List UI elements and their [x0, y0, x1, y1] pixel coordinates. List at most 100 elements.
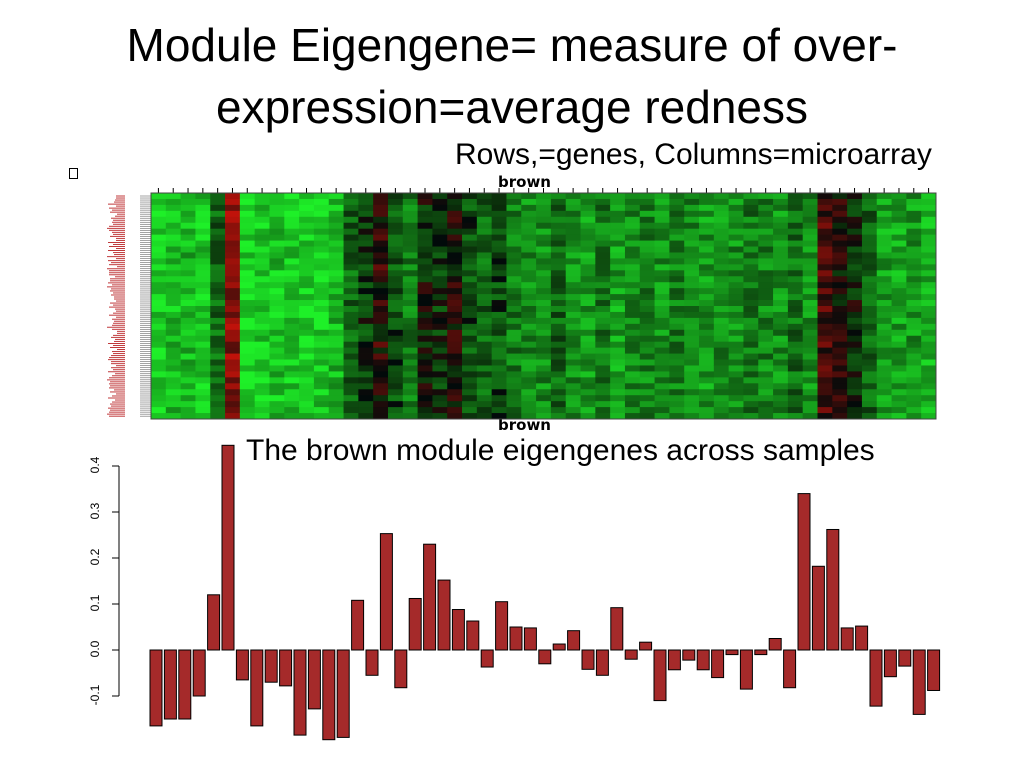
heatmap-cell	[402, 246, 418, 253]
heatmap-cell	[773, 300, 789, 307]
heatmap-cell	[343, 359, 359, 366]
heatmap-cell	[402, 311, 418, 319]
heatmap-cell	[447, 276, 463, 283]
heatmap-cell	[713, 252, 730, 259]
heatmap-cell	[313, 198, 330, 206]
heatmap-cell	[447, 222, 463, 230]
heatmap-cell	[550, 252, 567, 259]
heatmap-cell	[817, 413, 833, 420]
y-axis-tick-label: 0.3	[88, 502, 102, 520]
heatmap-cell	[728, 401, 744, 408]
heatmap-cell	[610, 383, 626, 390]
heatmap-cell	[699, 294, 715, 301]
heatmap-cell	[728, 198, 744, 206]
heatmap-cell	[921, 246, 937, 253]
heatmap-cell	[269, 389, 285, 396]
heatmap-cell	[550, 276, 567, 283]
heatmap-cell	[402, 407, 418, 414]
heatmap-cell	[669, 353, 685, 360]
heatmap-cell	[743, 306, 759, 313]
heatmap-cell	[817, 395, 833, 402]
heatmap-cell	[195, 198, 211, 206]
heatmap-cell	[847, 282, 863, 289]
heatmap-cell	[787, 294, 804, 301]
heatmap-cell	[165, 228, 182, 236]
heatmap-cell	[684, 401, 700, 408]
heatmap-cell	[610, 341, 626, 349]
heatmap-cell	[580, 359, 596, 366]
heatmap-cell	[239, 407, 256, 414]
heatmap-cell	[328, 383, 344, 390]
heatmap-cell	[891, 347, 907, 354]
bar	[538, 649, 552, 665]
heatmap-cell	[595, 329, 611, 337]
heatmap-cell	[358, 371, 374, 378]
heatmap-cell	[639, 306, 655, 313]
heatmap-cell	[669, 395, 685, 402]
heatmap-cell	[165, 359, 182, 366]
heatmap-cell	[639, 323, 655, 331]
heatmap-cell	[847, 193, 863, 200]
heatmap-cell	[521, 240, 537, 247]
heatmap-cell	[239, 300, 256, 307]
heatmap-cell	[284, 216, 300, 224]
bar	[595, 649, 609, 676]
heatmap-cell	[802, 193, 818, 200]
heatmap-cell	[506, 216, 522, 224]
heatmap-cell	[624, 389, 641, 396]
heatmap-cell	[580, 264, 596, 271]
heatmap-cell	[684, 252, 700, 259]
heatmap-cell	[906, 371, 922, 378]
heatmap-cell	[787, 210, 804, 218]
heatmap-cell	[313, 323, 330, 331]
heatmap-cell	[906, 204, 922, 212]
bar	[336, 649, 350, 738]
heatmap-cell	[832, 341, 848, 349]
heatmap-cell	[343, 210, 359, 218]
heatmap-cell	[195, 395, 211, 402]
heatmap-cell	[743, 395, 759, 402]
heatmap-cell	[269, 317, 285, 325]
heatmap-cell	[462, 288, 478, 295]
heatmap-cell	[832, 347, 848, 354]
heatmap-cell	[713, 317, 730, 325]
heatmap-cell	[299, 222, 315, 230]
heatmap-cell	[832, 258, 848, 265]
heatmap-cell	[254, 222, 270, 230]
heatmap-cell	[239, 341, 256, 349]
heatmap-cell	[299, 198, 315, 206]
heatmap-cell	[195, 311, 211, 319]
heatmap-cell	[521, 252, 537, 259]
heatmap-cell	[758, 383, 774, 390]
heatmap-cell	[639, 234, 655, 241]
heatmap-cell	[802, 407, 818, 414]
heatmap-cell	[358, 210, 374, 218]
heatmap-cell	[580, 282, 596, 289]
heatmap-cell	[758, 234, 774, 241]
heatmap-cell	[669, 329, 685, 337]
heatmap-cell	[506, 240, 522, 247]
heatmap-cell	[476, 276, 493, 283]
heatmap-cell	[550, 240, 567, 247]
heatmap-cell	[387, 371, 404, 378]
heatmap-cell	[861, 252, 878, 259]
heatmap-cell	[313, 317, 330, 325]
heatmap-cell	[684, 389, 700, 396]
heatmap-cell	[151, 311, 167, 319]
heatmap-cell	[624, 306, 641, 313]
heatmap-cell	[432, 323, 448, 331]
heatmap-cell	[906, 311, 922, 319]
heatmap-cell	[669, 383, 685, 390]
bar	[365, 649, 379, 676]
heatmap-cell	[684, 407, 700, 414]
heatmap-cell	[550, 389, 567, 396]
heatmap-cell	[254, 276, 270, 283]
heatmap-cell	[669, 389, 685, 396]
heatmap-cell	[861, 258, 878, 265]
heatmap-cell	[299, 288, 315, 295]
heatmap-cell	[313, 329, 330, 337]
heatmap-cell	[210, 264, 226, 271]
heatmap-cell	[861, 377, 878, 384]
heatmap-cell	[373, 198, 389, 206]
bar	[423, 543, 437, 651]
